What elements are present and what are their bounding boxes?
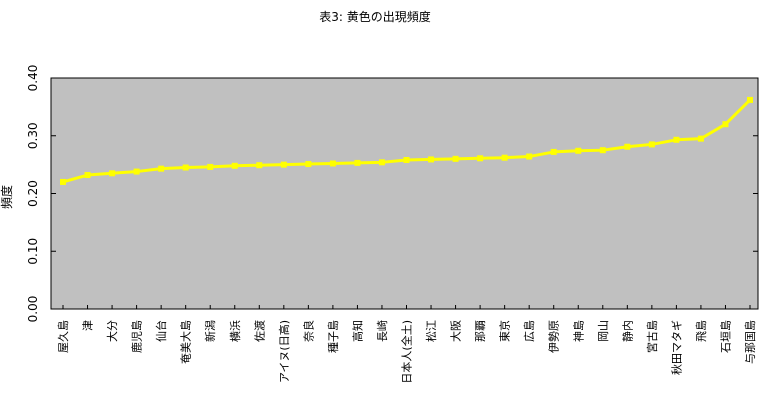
x-tick-label: 神島 [571, 320, 585, 342]
x-tick-label: 石垣島 [718, 320, 732, 353]
y-tick-label: 0.10 [26, 238, 40, 265]
data-point [477, 155, 484, 162]
y-tick-label: 0.40 [26, 65, 40, 92]
y-axis: 0.00 0.10 0.20 0.30 0.40 [26, 65, 758, 323]
data-point [182, 164, 189, 171]
data-point [697, 135, 704, 142]
x-tick-label: 与那国島 [743, 320, 757, 364]
x-tick-label: 那覇 [474, 320, 487, 342]
x-tick-label: アイヌ(日高) [277, 320, 291, 383]
data-point [526, 153, 533, 160]
data-point [133, 168, 140, 175]
data-point [305, 161, 312, 168]
y-axis-label: 頻度 [0, 185, 14, 209]
x-tick-label: 広島 [522, 320, 536, 342]
data-point [722, 121, 729, 128]
data-point [575, 147, 582, 154]
x-tick-label: 静内 [620, 320, 634, 342]
x-tick-label: 宮古島 [645, 320, 659, 353]
x-tick-label: 大分 [105, 320, 119, 342]
data-point [207, 163, 214, 170]
x-tick-label: 高知 [350, 320, 364, 342]
data-point [747, 96, 753, 103]
data-point [354, 159, 361, 166]
data-point [428, 156, 435, 163]
x-tick-label: 鹿児島 [130, 320, 144, 353]
x-tick-label: 奄美大島 [179, 320, 193, 364]
x-tick-label: 新潟 [203, 320, 217, 342]
x-tick-label: 東京 [498, 320, 512, 342]
data-point [403, 157, 410, 164]
x-tick-label: 日本人(全土) [400, 320, 414, 384]
x-tick-label: 屋久島 [56, 320, 70, 353]
x-tick-label: 奈良 [301, 320, 315, 342]
data-point [280, 161, 287, 168]
plot-area [50, 77, 759, 310]
x-tick-label: 津 [82, 320, 95, 331]
data-point [501, 154, 508, 161]
x-tick-label: 秋田マタギ [669, 320, 683, 375]
y-tick-label: 0.00 [26, 296, 40, 323]
data-point [673, 136, 680, 143]
data-point [550, 148, 557, 155]
series-line [60, 96, 753, 185]
x-tick-label: 飛島 [694, 320, 708, 342]
data-point [329, 160, 336, 167]
data-point [378, 159, 385, 166]
x-tick-label: 岡山 [597, 320, 610, 342]
x-tick-label: 種子島 [326, 320, 340, 353]
data-point [599, 147, 606, 154]
x-axis: 屋久島 津大分 鹿児島 仙台 奄美大島 新潟 横浜 佐渡 アイヌ(日高) 奈良 種子島 高知 長崎 日本人… [56, 305, 757, 384]
y-tick-label: 0.20 [26, 180, 40, 207]
data-point [231, 162, 238, 169]
data-point [60, 178, 66, 185]
x-tick-label: 松江 [424, 320, 438, 342]
data-point [452, 155, 459, 162]
x-tick-label: 横浜 [228, 320, 242, 342]
y-tick-label: 0.30 [26, 122, 40, 149]
chart-title: 表3: 黄色の出現頻度 [319, 9, 431, 24]
data-point [109, 170, 116, 177]
x-tick-label: 伊勢原 [547, 320, 561, 353]
data-point [648, 141, 655, 148]
x-tick-label: 長崎 [375, 320, 389, 342]
x-tick-label: 佐渡 [252, 320, 266, 342]
x-tick-label: 仙台 [154, 320, 168, 342]
data-point [84, 172, 91, 179]
x-tick-label: 大阪 [449, 320, 463, 342]
data-point [624, 143, 631, 150]
data-point [256, 162, 263, 169]
data-point [158, 165, 165, 172]
